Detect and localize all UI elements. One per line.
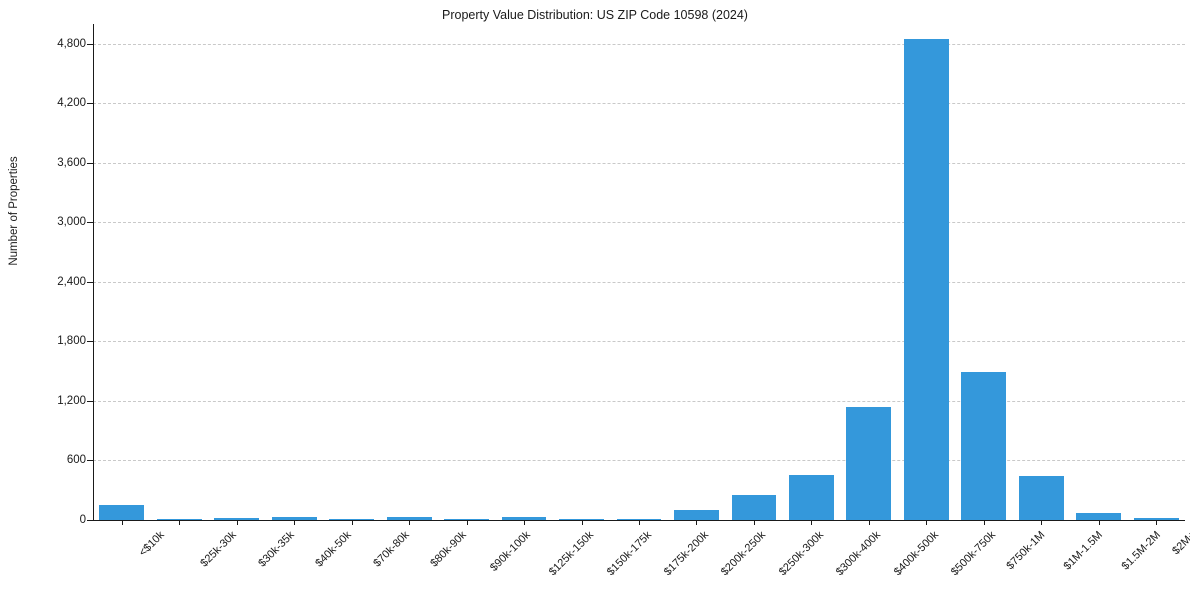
x-axis-tick-label: $200k-250k <box>719 529 769 579</box>
x-axis-tick-label: $300k-400k <box>834 529 884 579</box>
y-axis-tick-label: 1,800 <box>57 335 86 348</box>
bar <box>731 495 777 520</box>
x-axis-tick-label: $80k-90k <box>428 529 469 570</box>
gridline <box>93 162 1185 164</box>
x-axis-tick-label: $1.5M-2M <box>1119 529 1163 573</box>
x-axis-tick-mark <box>351 520 353 525</box>
y-axis-tick-mark <box>87 400 93 402</box>
bar <box>674 509 719 520</box>
y-axis-tick-mark <box>87 162 93 164</box>
x-axis-tick-label: $30k-35k <box>255 529 297 570</box>
x-axis-tick-mark <box>294 520 296 525</box>
y-axis-tick-labels: 0 600 1,200 1,800 2,400 3,000 3,600 4,200 4,800 <box>0 24 86 526</box>
gridlines <box>93 24 1185 520</box>
bar <box>386 517 432 520</box>
bar <box>444 518 489 520</box>
bar <box>846 407 892 520</box>
x-axis-tick-label: $90k-100k <box>487 529 533 574</box>
x-axis-tick-mark <box>236 520 238 525</box>
y-axis-tick-label: 1,200 <box>57 394 86 407</box>
y-axis-tick-mark <box>87 103 93 105</box>
y-axis-tick-mark <box>87 43 93 45</box>
bar <box>789 474 834 520</box>
y-axis-tick-label: 3,600 <box>57 156 86 169</box>
y-axis-tick-label: 600 <box>66 454 86 467</box>
bar <box>501 517 547 520</box>
y-axis-tick-marks <box>0 24 93 521</box>
x-axis-tick-label: $25k-30k <box>198 529 239 570</box>
gridline <box>93 341 1185 343</box>
y-axis-tick-label: 2,400 <box>57 275 86 288</box>
x-axis-tick-mark <box>639 520 640 525</box>
x-axis-tick-mark <box>868 520 870 525</box>
bar <box>271 516 317 520</box>
x-axis-tick-label: $150k-175k <box>604 529 654 579</box>
x-axis-tick-label: $500k-750k <box>949 529 999 579</box>
x-axis-tick-mark <box>179 520 181 525</box>
y-axis-line <box>93 24 94 521</box>
x-axis-tick-mark <box>753 520 755 525</box>
bar <box>329 519 375 520</box>
y-axis-tick-mark <box>87 520 93 521</box>
bar <box>616 518 662 520</box>
x-axis-tick-label: $750k-1M <box>1004 529 1048 573</box>
bar <box>961 371 1007 520</box>
x-axis-tick-label: $2M+ <box>1170 529 1190 558</box>
bar <box>1018 476 1064 520</box>
x-axis-tick-mark <box>466 520 468 525</box>
x-axis-tick-label: $250k-300k <box>776 529 826 579</box>
x-axis-tick-mark <box>1041 520 1043 525</box>
gridline <box>93 103 1185 105</box>
bar <box>903 38 949 520</box>
x-axis-tick-mark <box>121 520 123 525</box>
y-axis-tick-label: 4,200 <box>57 97 86 110</box>
bar <box>1076 512 1122 520</box>
x-axis-tick-mark <box>409 520 411 525</box>
plot-area <box>93 24 1185 520</box>
bar <box>156 518 202 520</box>
x-axis-tick-mark <box>581 520 583 525</box>
x-axis-tick-label: <$10k <box>136 529 167 559</box>
x-axis-tick-mark <box>1156 520 1158 525</box>
bar <box>99 504 145 520</box>
gridline <box>93 222 1185 224</box>
chart-title: Property Value Distribution: US ZIP Code… <box>442 8 748 22</box>
y-axis-tick-mark <box>87 341 93 343</box>
x-axis-tick-mark <box>811 520 813 525</box>
y-axis-tick-mark <box>87 281 93 283</box>
bar <box>1133 517 1179 520</box>
x-axis-tick-label: $1M-1.5M <box>1061 529 1106 573</box>
x-axis-tick-label: $400k-500k <box>891 529 941 579</box>
x-axis-tick-mark <box>524 520 526 525</box>
y-axis-tick-label: 4,800 <box>57 37 86 50</box>
x-axis-tick-label: $40k-50k <box>313 529 354 570</box>
y-axis-tick-mark <box>87 460 93 462</box>
x-axis-tick-mark <box>926 520 928 525</box>
y-axis-tick-mark <box>87 222 93 224</box>
x-axis-tick-label: $175k-200k <box>661 529 711 579</box>
x-axis-tick-mark <box>696 520 698 525</box>
x-axis-tick-mark <box>1098 520 1100 525</box>
bar <box>559 519 604 520</box>
gridline <box>93 460 1185 462</box>
y-axis-tick-label: 3,000 <box>57 216 86 229</box>
gridline <box>93 43 1185 45</box>
x-axis-tick-label: $125k-150k <box>546 529 597 579</box>
x-axis-tick-label: $70k-80k <box>370 529 412 570</box>
bar <box>214 517 260 520</box>
y-axis-tick-label: 0 <box>79 514 86 526</box>
gridline <box>93 400 1185 402</box>
gridline <box>93 281 1185 283</box>
x-axis-tick-mark <box>983 520 985 525</box>
